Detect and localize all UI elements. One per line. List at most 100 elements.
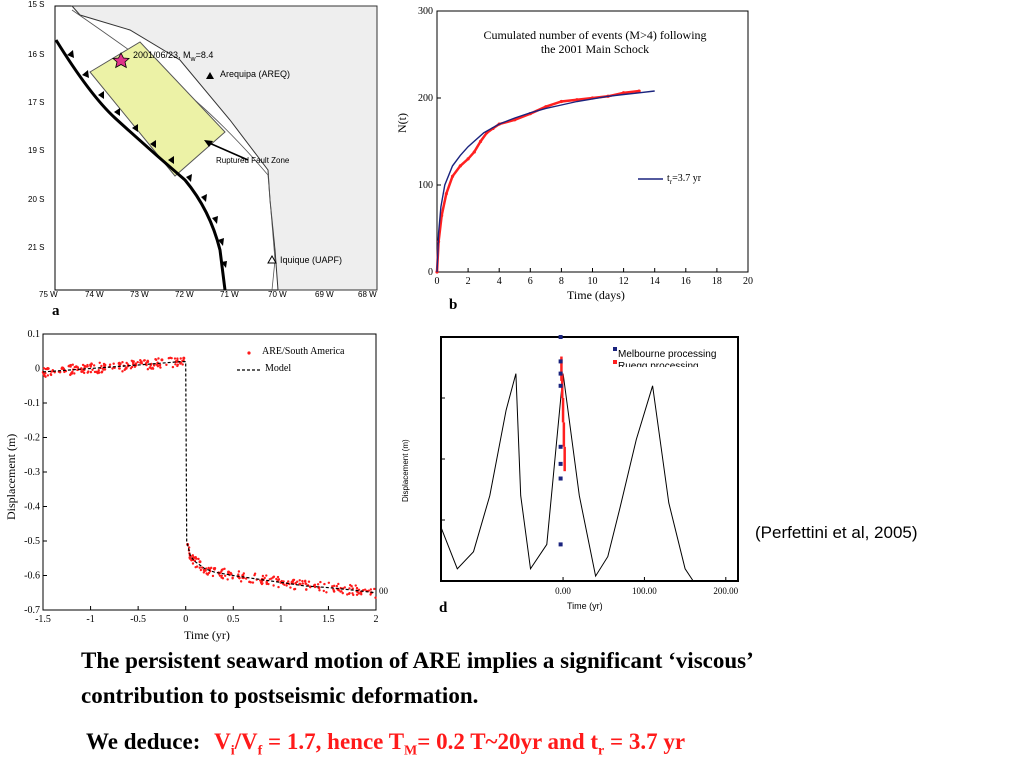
data-point [118,363,121,367]
data-point [165,363,168,367]
data-point [139,359,142,362]
data-point [145,363,148,367]
data-point [125,361,128,365]
chart-b-title: Cumulated number of events (M>4) followi… [455,28,735,56]
data-point [301,582,304,585]
event-label: 2001/06/23, Mw=8.4 [133,50,214,63]
data-point [332,589,336,593]
data-point [251,581,255,584]
data-point [348,587,351,590]
data-point [374,596,377,599]
data-point [305,588,308,591]
data-point [575,98,579,102]
x-tick-label: 6 [528,276,533,287]
data-point [142,359,146,362]
data-point [205,567,208,570]
lon-label: 73 W [130,290,149,299]
data-point [100,364,103,368]
data-point [182,356,186,360]
data-point [176,363,180,366]
data-point [369,593,372,596]
x-tick-label: -1.5 [35,614,51,625]
panel-b-letter: b [449,297,458,313]
zone-label: Ruptured Fault Zone [216,156,290,165]
trench-teeth [67,50,227,268]
data-point [337,582,340,586]
data-point [61,366,64,369]
data-point [253,572,257,575]
data-point [322,589,325,593]
data-point [308,585,312,588]
data-point [182,359,185,362]
x-tick-label: 0 [435,276,440,287]
data-point [622,91,626,95]
data-point [348,591,351,595]
y-tick-label: -0.3 [24,467,40,478]
x-tick-label: 8 [559,276,564,287]
y-tick-label: -0.2 [24,433,40,444]
data-point [319,580,322,584]
areq-triangle-icon [206,72,214,79]
x-tick-label: 2 [374,614,379,625]
x-tick-label: 14 [650,276,660,287]
data-point [139,361,142,364]
data-point [363,588,367,591]
y-tick-label: 0 [35,364,40,375]
data-point [292,578,295,582]
x-tick-label: 18 [712,276,722,287]
data-point [73,366,76,369]
data-point [181,363,184,366]
data-point [277,585,280,589]
data-point [559,99,563,104]
data-point [293,588,296,591]
x-tick-label: 12 [619,276,629,287]
uapf-label: Iquique (UAPF) [280,255,343,265]
data-point [86,363,89,367]
data-point [160,358,164,362]
data-point [369,588,373,591]
data-point [176,359,179,362]
deduce-formula: Vi/Vf = 1.7, hence TM= 0.2 T~20yr and tr… [214,729,686,759]
chart-c-edge-mark: 00 [379,586,388,596]
melbourne-point [558,444,563,449]
chart-b-title-line1: Cumulated number of events (M>4) followi… [483,28,707,42]
data-point [202,571,206,574]
data-point [298,582,302,586]
data-point [298,579,301,582]
data-point [259,579,262,582]
data-point [49,373,52,376]
data-point [267,582,270,586]
data-point [71,370,74,374]
data-point [307,580,311,583]
melbourne-point [558,371,563,376]
data-point [98,361,101,365]
panel-d-chart: 0.00 100.00 200.00 Displacement (m) Time (… [395,330,765,630]
data-point [191,554,195,557]
data-point [179,357,182,360]
chart-c-ylabel: Displacement (m) [4,433,18,520]
data-point [355,586,359,590]
uapf-triangle-icon [267,254,277,264]
data-point [86,371,89,374]
x-tick-label: -1 [86,614,94,625]
melbourne-point [558,476,563,481]
data-point [83,366,86,369]
panel-a-map: 2001/06/23, Mw=8.4 Arequipa (AREQ) Iquiq… [20,0,390,325]
data-point [332,584,336,588]
chart-c-legend-model: Model [265,363,292,374]
lat-label: 20 S [28,195,45,204]
deduce-lead: We deduce: [86,729,201,754]
data-point [157,357,160,360]
data-point [229,571,232,575]
data-point [158,364,162,367]
y-tick-label: 0 [428,267,433,278]
lon-label: 71 W [220,290,239,299]
y-tick-label: 0.1 [28,329,41,340]
data-point [351,587,354,590]
data-point [331,585,334,588]
data-point [272,584,275,587]
data-point [131,361,135,364]
data-point [285,584,288,587]
data-point [458,164,462,168]
